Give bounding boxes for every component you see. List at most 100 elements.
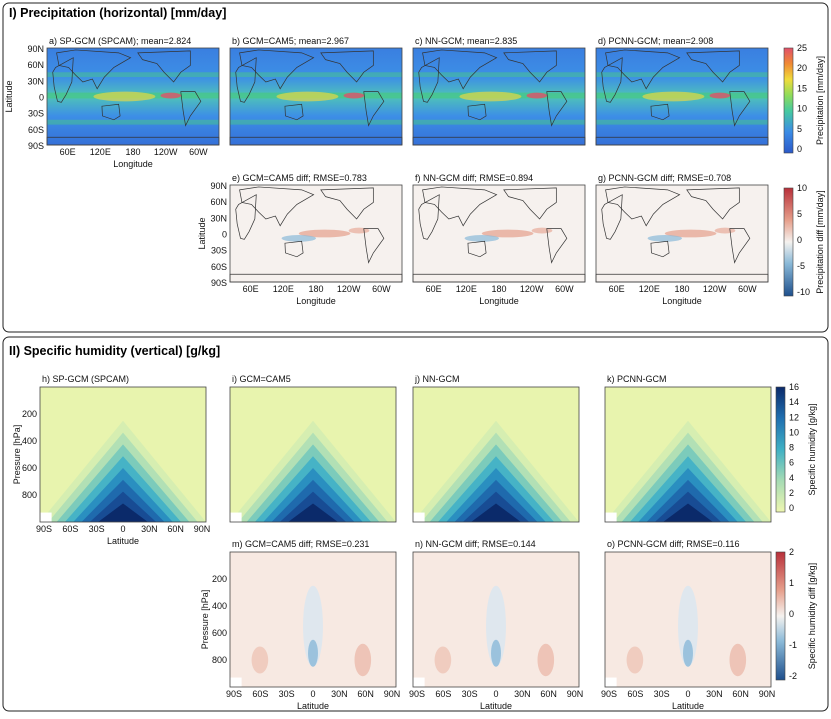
panel-border	[229, 47, 403, 146]
colorbar-label: Specific humidity [g/kg]	[807, 403, 817, 495]
lat-tick-label: 30N	[514, 689, 531, 699]
colorbar-tick-label: 6	[789, 458, 794, 468]
lon-tick-label: 120W	[703, 284, 727, 294]
continent-outline	[363, 228, 385, 264]
lat-tick-label: 90N	[194, 524, 211, 534]
diff-negative	[647, 234, 682, 242]
profile-panel-k	[604, 386, 772, 523]
lon-tick-label: 60W	[738, 284, 757, 294]
east-pacific-rain	[526, 92, 548, 99]
colorbar-tick-label: 2	[789, 547, 794, 557]
lat-tick-label: 30S	[654, 689, 670, 699]
humidity-contour	[471, 503, 521, 522]
storm-track-north	[596, 72, 768, 78]
panel-border	[229, 551, 397, 688]
lat-tick-label: 90S	[226, 689, 242, 699]
y-axis-label: Latitude	[197, 217, 207, 249]
x-axis-label: Longitude	[296, 296, 336, 306]
diff-negative	[464, 234, 499, 242]
lat-tick-label: 60N	[540, 689, 557, 699]
map-panel-b	[229, 47, 403, 146]
continent-outline	[284, 103, 304, 121]
lon-tick-label: 60W	[372, 284, 391, 294]
lon-tick-label: 180	[308, 284, 323, 294]
section1-frame	[2, 2, 829, 333]
panel-border	[604, 551, 772, 688]
diff-positive	[481, 229, 534, 238]
panel-border	[595, 47, 769, 146]
lat-tick-label: 0	[685, 689, 690, 699]
storm-track-south	[230, 119, 402, 125]
lat-tick-label: 30S	[462, 689, 478, 699]
lat-tick-label: 30S	[89, 524, 105, 534]
terrain-mask	[230, 677, 242, 687]
continent-outline	[418, 194, 440, 240]
continent-outline	[239, 49, 315, 90]
panel-title: n) NN-GCM diff; RMSE=0.144	[415, 539, 536, 549]
profile-panel-m	[229, 551, 397, 688]
continent-outline	[363, 91, 385, 127]
colorbar-tick-label: 10	[789, 427, 799, 437]
lat-tick-label: 60S	[62, 524, 78, 534]
panel-title: h) SP-GCM (SPCAM)	[42, 374, 129, 384]
colorbar-tick-label: 0	[797, 235, 802, 245]
lat-tick-label: 0	[310, 689, 315, 699]
colorbar-label: Precipitation diff [mm/day]	[815, 190, 825, 293]
x-axis-label: Longitude	[662, 296, 702, 306]
continent-outline	[686, 187, 740, 220]
lat-tick-label: 60N	[210, 197, 227, 207]
continent-outline	[320, 50, 374, 83]
lat-tick-label: 60S	[252, 689, 268, 699]
pressure-tick-label: 600	[22, 463, 37, 473]
colorbar-tick-label: -2	[789, 671, 797, 681]
lat-tick-label: 90N	[27, 44, 44, 54]
diff-negative	[491, 639, 501, 667]
lat-tick-label: 90N	[210, 181, 227, 191]
diff-positive	[354, 643, 372, 677]
colorbar-humidity-diff	[775, 551, 786, 681]
profile-panel-o	[604, 551, 772, 688]
colorbar-tick-label: 20	[797, 63, 807, 73]
x-axis-label: Longitude	[113, 159, 153, 169]
lat-tick-label: 90S	[36, 524, 52, 534]
continent-outline	[729, 228, 751, 264]
lat-tick-label: 60S	[435, 689, 451, 699]
panel-title: i) GCM=CAM5	[232, 374, 291, 384]
profile-panel-i	[229, 386, 397, 523]
continent-outline	[56, 49, 132, 90]
panel-title: k) PCNN-GCM	[607, 374, 667, 384]
colorbar-tick-label: -1	[789, 640, 797, 650]
lat-tick-label: 60N	[167, 524, 184, 534]
lat-tick-label: 30S	[211, 246, 227, 256]
colorbar-precip	[783, 47, 794, 154]
terrain-mask	[40, 512, 52, 522]
lon-tick-label: 60E	[60, 147, 76, 157]
lon-tick-label: 120E	[90, 147, 111, 157]
terrain-mask	[605, 677, 617, 687]
diff-negative	[486, 585, 506, 667]
panel-title: e) GCM=CAM5 diff; RMSE=0.783	[232, 173, 367, 183]
profile-panel-h	[39, 386, 207, 523]
continent-outline	[422, 49, 498, 90]
lat-tick-label: 30N	[706, 689, 723, 699]
panel-border	[39, 386, 207, 523]
lat-tick-label: 0	[222, 230, 227, 240]
lat-tick-label: 30N	[141, 524, 158, 534]
lat-tick-label: 90N	[384, 689, 401, 699]
continent-outline	[320, 187, 374, 220]
continent-outline	[180, 91, 202, 127]
colorbar-humidity	[775, 386, 786, 513]
lon-tick-label: 180	[125, 147, 140, 157]
humidity-contour	[663, 503, 713, 522]
humidity-contour	[98, 503, 148, 522]
pressure-tick-label: 400	[22, 436, 37, 446]
pressure-tick-label: 400	[212, 601, 227, 611]
terrain-mask	[413, 512, 425, 522]
colorbar-tick-label: 5	[797, 124, 802, 134]
lat-tick-label: 30S	[279, 689, 295, 699]
map-panel-c	[412, 47, 586, 146]
lat-tick-label: 90S	[211, 278, 227, 288]
x-axis-label: Longitude	[479, 296, 519, 306]
section2-frame	[2, 336, 829, 712]
storm-track-north	[230, 72, 402, 78]
